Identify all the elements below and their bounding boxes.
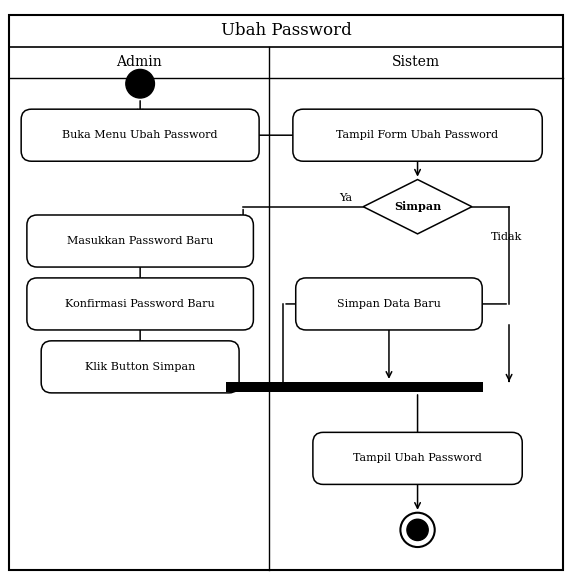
Text: Tidak: Tidak xyxy=(491,232,522,242)
Text: Konfirmasi Password Baru: Konfirmasi Password Baru xyxy=(65,299,215,309)
Text: Admin: Admin xyxy=(116,55,161,69)
Text: Ya: Ya xyxy=(339,193,352,203)
Text: Sistem: Sistem xyxy=(392,55,440,69)
Text: Tampil Ubah Password: Tampil Ubah Password xyxy=(353,453,482,463)
Text: Klik Button Simpan: Klik Button Simpan xyxy=(85,362,195,372)
Text: Masukkan Password Baru: Masukkan Password Baru xyxy=(67,236,213,246)
Bar xyxy=(226,382,483,392)
Text: Simpan Data Baru: Simpan Data Baru xyxy=(337,299,441,309)
FancyBboxPatch shape xyxy=(293,109,542,161)
Text: Simpan: Simpan xyxy=(394,201,441,212)
Circle shape xyxy=(126,70,154,98)
FancyBboxPatch shape xyxy=(27,278,253,330)
Text: Tampil Form Ubah Password: Tampil Form Ubah Password xyxy=(336,130,499,140)
Text: Buka Menu Ubah Password: Buka Menu Ubah Password xyxy=(62,130,218,140)
FancyBboxPatch shape xyxy=(296,278,482,330)
Circle shape xyxy=(400,512,435,547)
FancyBboxPatch shape xyxy=(41,341,239,393)
Circle shape xyxy=(407,519,428,541)
FancyBboxPatch shape xyxy=(21,109,259,161)
FancyBboxPatch shape xyxy=(313,432,522,484)
FancyBboxPatch shape xyxy=(27,215,253,267)
Polygon shape xyxy=(363,180,472,234)
Text: Ubah Password: Ubah Password xyxy=(221,22,351,39)
